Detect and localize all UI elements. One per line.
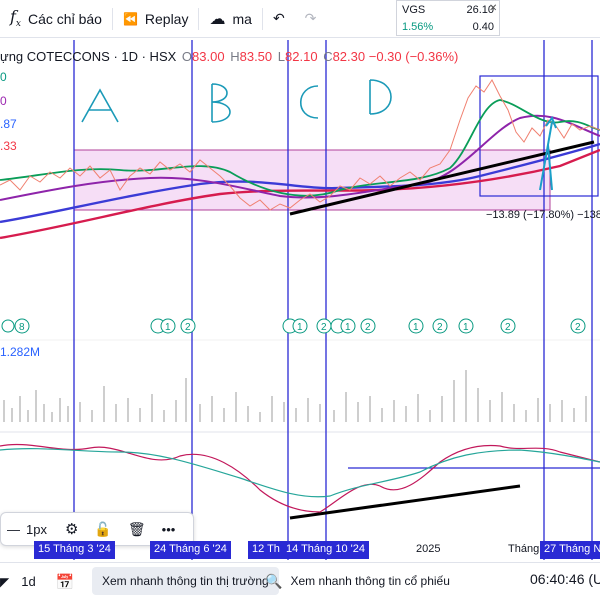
handwritten-letters[interactable] xyxy=(81,79,392,123)
event-marker-label: 2 xyxy=(437,322,443,333)
arrow-annotations[interactable] xyxy=(539,115,557,191)
calendar-icon[interactable]: 📅 xyxy=(55,573,75,591)
volume-bars xyxy=(3,370,587,422)
market-quick-view-button[interactable]: Xem nhanh thông tin thị trường xyxy=(92,567,279,595)
high-label: H xyxy=(230,49,240,64)
open-label: O xyxy=(181,49,193,64)
time-label-7: 27 Tháng N xyxy=(540,541,600,559)
ma-blue-line xyxy=(0,142,600,224)
event-marker-label: 1 xyxy=(413,322,419,333)
time-label-2: 24 Tháng 6 '24 xyxy=(150,541,231,559)
settings-icon[interactable]: ⚙ xyxy=(64,521,79,538)
indicator-value-green: 0 xyxy=(0,70,7,84)
line-width-selector[interactable]: 1px xyxy=(26,521,47,537)
ticker-change: 0.40 xyxy=(472,20,494,33)
ma-purple-line xyxy=(0,114,600,201)
ticker-percent: 1.56% xyxy=(402,20,434,33)
indicators-button[interactable]: fx Các chỉ báo xyxy=(0,0,112,38)
indicators-label: Các chỉ báo xyxy=(28,10,102,27)
event-markers[interactable]: 8 1 2 1 2 1 2 1 2 1 2 2 xyxy=(1,318,586,334)
vertical-lines[interactable] xyxy=(73,40,593,560)
more-icon[interactable]: ••• xyxy=(161,521,176,537)
time-label-4: 14 Tháng 10 '24 xyxy=(282,541,369,559)
stock-search-input[interactable]: 🔍 Xem nhanh thông tin cổ phiếu xyxy=(265,567,475,595)
event-marker-label: 8 xyxy=(19,322,25,333)
open-value: 83.00 xyxy=(192,49,225,64)
change-value: −0.30 (−0.36%) xyxy=(368,49,459,64)
event-marker-label: 1 xyxy=(297,322,303,333)
price-series xyxy=(0,79,600,211)
stock-search-placeholder: Xem nhanh thông tin cổ phiếu xyxy=(290,574,450,588)
event-marker-label: 2 xyxy=(321,322,327,333)
undo-icon: ↶ xyxy=(272,10,285,26)
event-marker-label: 1 xyxy=(463,322,469,333)
event-marker-label: 2 xyxy=(505,322,511,333)
replay-label: Replay xyxy=(144,10,189,27)
interval-selector[interactable]: 1d xyxy=(21,574,36,589)
trendline-main[interactable] xyxy=(289,140,595,216)
time-label-1: 15 Tháng 3 '24 xyxy=(34,541,115,559)
replay-button[interactable]: ⏪ Replay xyxy=(113,0,199,38)
cloud-layout-button[interactable]: ☁ ma xyxy=(199,0,261,38)
event-marker-label: 1 xyxy=(345,322,351,333)
search-icon: 🔍 xyxy=(265,572,283,589)
time-label-3: 12 Th xyxy=(248,541,284,559)
redo-icon: ↷ xyxy=(304,10,317,26)
chart-title[interactable]: ựng COTECCONS · 1D · HSX xyxy=(0,49,177,64)
oscillator-line-pink xyxy=(0,443,600,513)
chart-type-icon[interactable]: ◤ xyxy=(0,574,10,589)
event-marker-label: 2 xyxy=(365,322,371,333)
undo-button[interactable]: ↶ xyxy=(263,0,295,38)
event-marker-label: 2 xyxy=(575,322,581,333)
ma-green-line xyxy=(0,99,600,197)
ma-red-line xyxy=(0,148,600,240)
chart-legend: ựng COTECCONS · 1D · HSX O83.00 H83.50 L… xyxy=(0,49,458,64)
close-label: C xyxy=(323,49,333,64)
close-value: 82.30 xyxy=(332,49,366,64)
trendline-oscillator[interactable] xyxy=(289,484,521,520)
ticker-widget[interactable]: VGS 26.10 1.56% 0.40 xyxy=(396,0,500,36)
indicator-value-blue: .87 xyxy=(0,117,17,131)
event-marker-label: 1 xyxy=(165,322,171,333)
redo-button[interactable]: ↷ xyxy=(295,0,327,38)
event-marker-label: 2 xyxy=(185,322,191,333)
price-zone-rectangle[interactable] xyxy=(73,149,551,211)
clock-display[interactable]: 06:40:46 (U xyxy=(530,571,600,587)
ticker-symbol: VGS xyxy=(402,3,426,16)
cloud-icon: ☁ xyxy=(209,10,226,28)
oscillator-line-teal xyxy=(0,448,600,498)
top-toolbar: fx Các chỉ báo ⏪ Replay ☁ ma ↶ ↷ xyxy=(0,0,600,38)
cloud-label: ma xyxy=(232,10,252,27)
low-label: L xyxy=(277,49,286,64)
measure-label: −13.89 (−17.80%) −138 xyxy=(486,209,600,221)
high-value: 83.50 xyxy=(239,49,273,64)
line-width-icon: — xyxy=(7,521,20,537)
rewind-icon: ⏪ xyxy=(122,11,138,26)
indicator-value-red: .33 xyxy=(0,139,17,153)
indicator-value-purple: 0 xyxy=(0,94,7,108)
trash-icon[interactable]: 🗑 xyxy=(127,520,146,537)
function-icon: fx xyxy=(10,7,21,30)
ticker-price: 26.10 xyxy=(466,3,494,16)
low-value: 82.10 xyxy=(285,49,318,64)
time-label-6: Tháng xyxy=(508,543,540,555)
time-label-5: 2025 xyxy=(416,543,441,555)
close-icon[interactable]: ✕ xyxy=(489,3,498,14)
drawing-toolbar: — 1px ⚙ 🔓 🗑 ••• xyxy=(0,512,194,546)
volume-label: 1.282M xyxy=(0,345,40,359)
lock-icon[interactable]: 🔓 xyxy=(94,520,112,537)
